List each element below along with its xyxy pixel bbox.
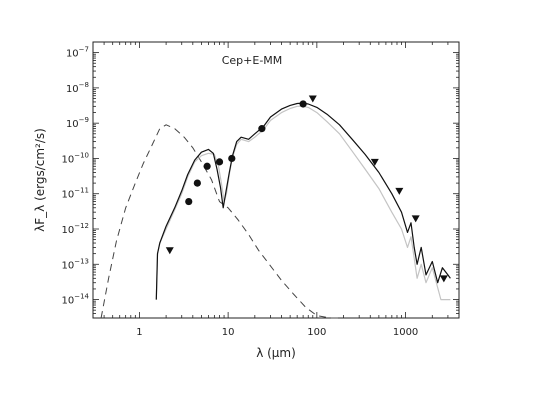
detection-point [215,158,224,166]
marker-layer [165,95,448,283]
chart-title: Cep+E-MM [222,54,283,67]
detection-point [258,125,266,133]
upper-limit-point [395,187,404,195]
y-tick-label: 10−12 [61,222,89,236]
y-tick-label: 10−7 [66,46,89,60]
upper-limit-point [308,95,317,103]
x-tick-label: 1 [136,327,142,338]
upper-limit-point [439,275,448,283]
axis-ticks [92,41,460,319]
series-layer [100,102,451,319]
series-line-1 [100,124,339,319]
y-tick-label: 10−13 [61,257,89,271]
y-tick-label: 10−9 [66,116,89,130]
y-tick-label: 10−10 [61,151,89,165]
y-tick-labels: 10−14 10−13 10−12 10−11 10−10 10−9 10−8 10−7 [61,46,89,307]
plot-frame [92,41,460,319]
detection-point [193,179,201,187]
y-axis-label: λF_λ (ergs/cm²/s) [33,128,47,232]
detection-point [299,100,307,108]
x-tick-labels: 1 10 100 1000 [136,327,418,338]
x-tick-label: 10 [222,327,235,338]
x-axis-label: λ (μm) [256,346,296,360]
series-line-3 [155,102,451,300]
upper-limit-point [370,158,379,166]
y-tick-label: 10−14 [61,293,89,307]
upper-limit-point [165,247,174,255]
detection-point [185,197,193,206]
detection-point [228,154,236,163]
upper-limit-point [411,215,420,223]
x-tick-label: 1000 [393,327,418,338]
y-tick-label: 10−11 [61,187,89,201]
x-tick-label: 100 [307,327,326,338]
detection-point [203,162,211,170]
series-line-2 [155,105,451,301]
y-tick-label: 10−8 [66,81,89,95]
